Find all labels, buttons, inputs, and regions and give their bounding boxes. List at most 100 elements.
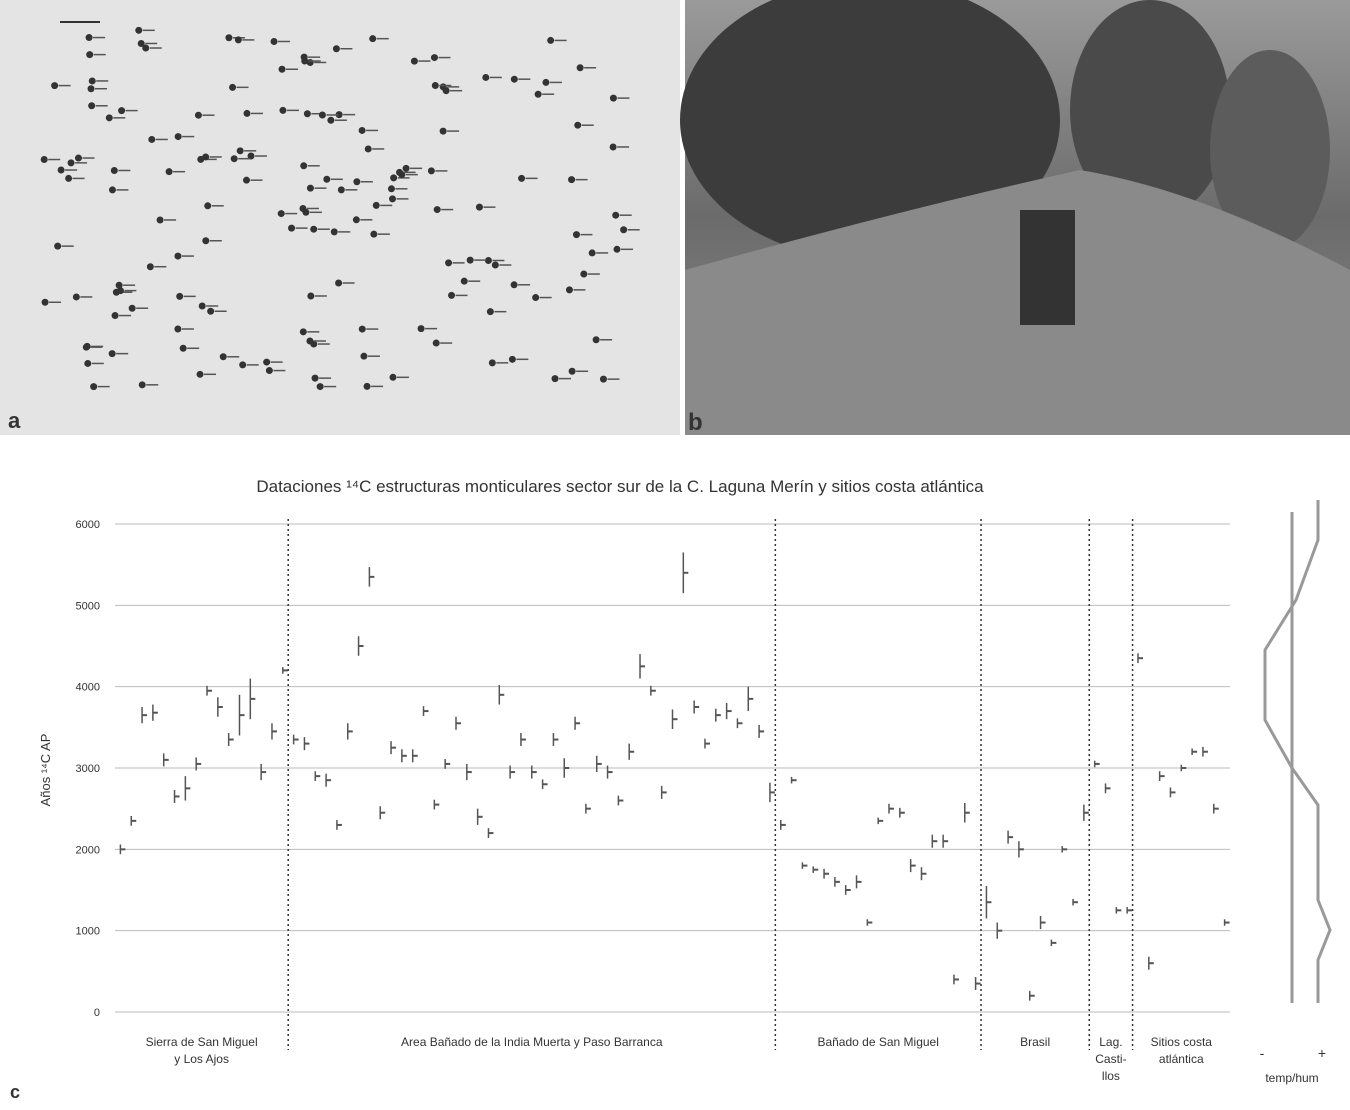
map-site [589,249,596,256]
map-site [552,375,559,382]
map-site [106,114,113,121]
map-site [75,155,82,162]
map-site [306,338,313,345]
map-site [331,228,338,235]
map-site [204,202,211,209]
map-site [487,308,494,315]
map-site [83,344,90,351]
map-site [610,143,617,150]
map-site [237,147,244,154]
map-site [360,353,367,360]
map-site [333,45,340,52]
map-site [620,226,627,233]
map-site [428,167,435,174]
region-label: Lag. [1099,1035,1122,1049]
map-site [65,175,72,182]
map-site [278,210,285,217]
map-site [573,231,580,238]
map-site [207,308,214,315]
map-site [364,383,371,390]
map-site [566,286,573,293]
chart-panel [0,438,1350,1105]
map-site [389,195,396,202]
map-site [157,216,164,223]
map-site [239,361,246,368]
map-site [580,271,587,278]
map-site [396,169,403,176]
map-site [307,292,314,299]
y-tick-label: 5000 [76,600,100,612]
map-site [197,371,204,378]
map-site [492,262,499,269]
map-site [370,231,377,238]
region-label: Bañado de San Miguel [817,1035,938,1049]
map-site [612,212,619,219]
map-site [448,292,455,299]
map-site [195,112,202,119]
map-site [112,312,119,319]
map-site [109,350,116,357]
map-site [353,178,360,185]
map-site [73,293,80,300]
map-site [300,162,307,169]
map-site [317,383,324,390]
region-label: atlántica [1159,1052,1204,1066]
map-site [148,136,155,143]
map-site [138,40,145,47]
map-site [323,176,330,183]
map-site [202,237,209,244]
map-site [312,375,319,382]
map-site [271,38,278,45]
region-label: Casti- [1095,1052,1126,1066]
map-site [279,107,286,114]
map-site [431,54,438,61]
map-site [51,82,58,89]
map-site [244,110,251,117]
map-site [166,168,173,175]
map-site [88,102,95,109]
map-site [403,165,410,172]
region-label: Sitios costa [1151,1035,1213,1049]
map-site [411,58,418,65]
map-site [482,74,489,81]
map-site [310,226,317,233]
map-site [547,37,554,44]
map-site [109,186,116,193]
map-site [139,381,146,388]
map-site [338,186,345,193]
map-site [301,58,308,65]
map-site [319,111,326,118]
map-site [532,294,539,301]
y-tick-label: 1000 [76,926,100,938]
y-tick-label: 3000 [76,763,100,775]
map-site [389,374,396,381]
map-site [489,359,496,366]
y-axis-label: Años ¹⁴C AP [38,734,53,807]
side-label: temp/hum [1265,1071,1318,1085]
map-site [511,281,518,288]
panel-label: b [688,409,703,436]
map-site [180,345,187,352]
map-site [116,282,123,289]
map-site [518,175,525,182]
map-site [202,153,209,160]
side-label: - [1260,1045,1265,1061]
chart-title: Dataciones ¹⁴C estructuras monticulares … [256,477,984,496]
region-label: llos [1102,1069,1120,1083]
map-site [54,243,61,250]
map-site [300,328,307,335]
map-site [443,87,450,94]
map-site [174,253,181,260]
map-site [390,174,397,181]
figure: a b Dataciones ¹⁴C estructuras monticula… [0,0,1350,1105]
map-site [174,325,181,332]
map-site [175,133,182,140]
map-site [288,225,295,232]
map-site [440,128,447,135]
map-site [266,367,273,374]
map-site [243,177,250,184]
map-site [476,204,483,211]
map-site [118,107,125,114]
map-site [511,76,518,83]
map-site [41,156,48,163]
